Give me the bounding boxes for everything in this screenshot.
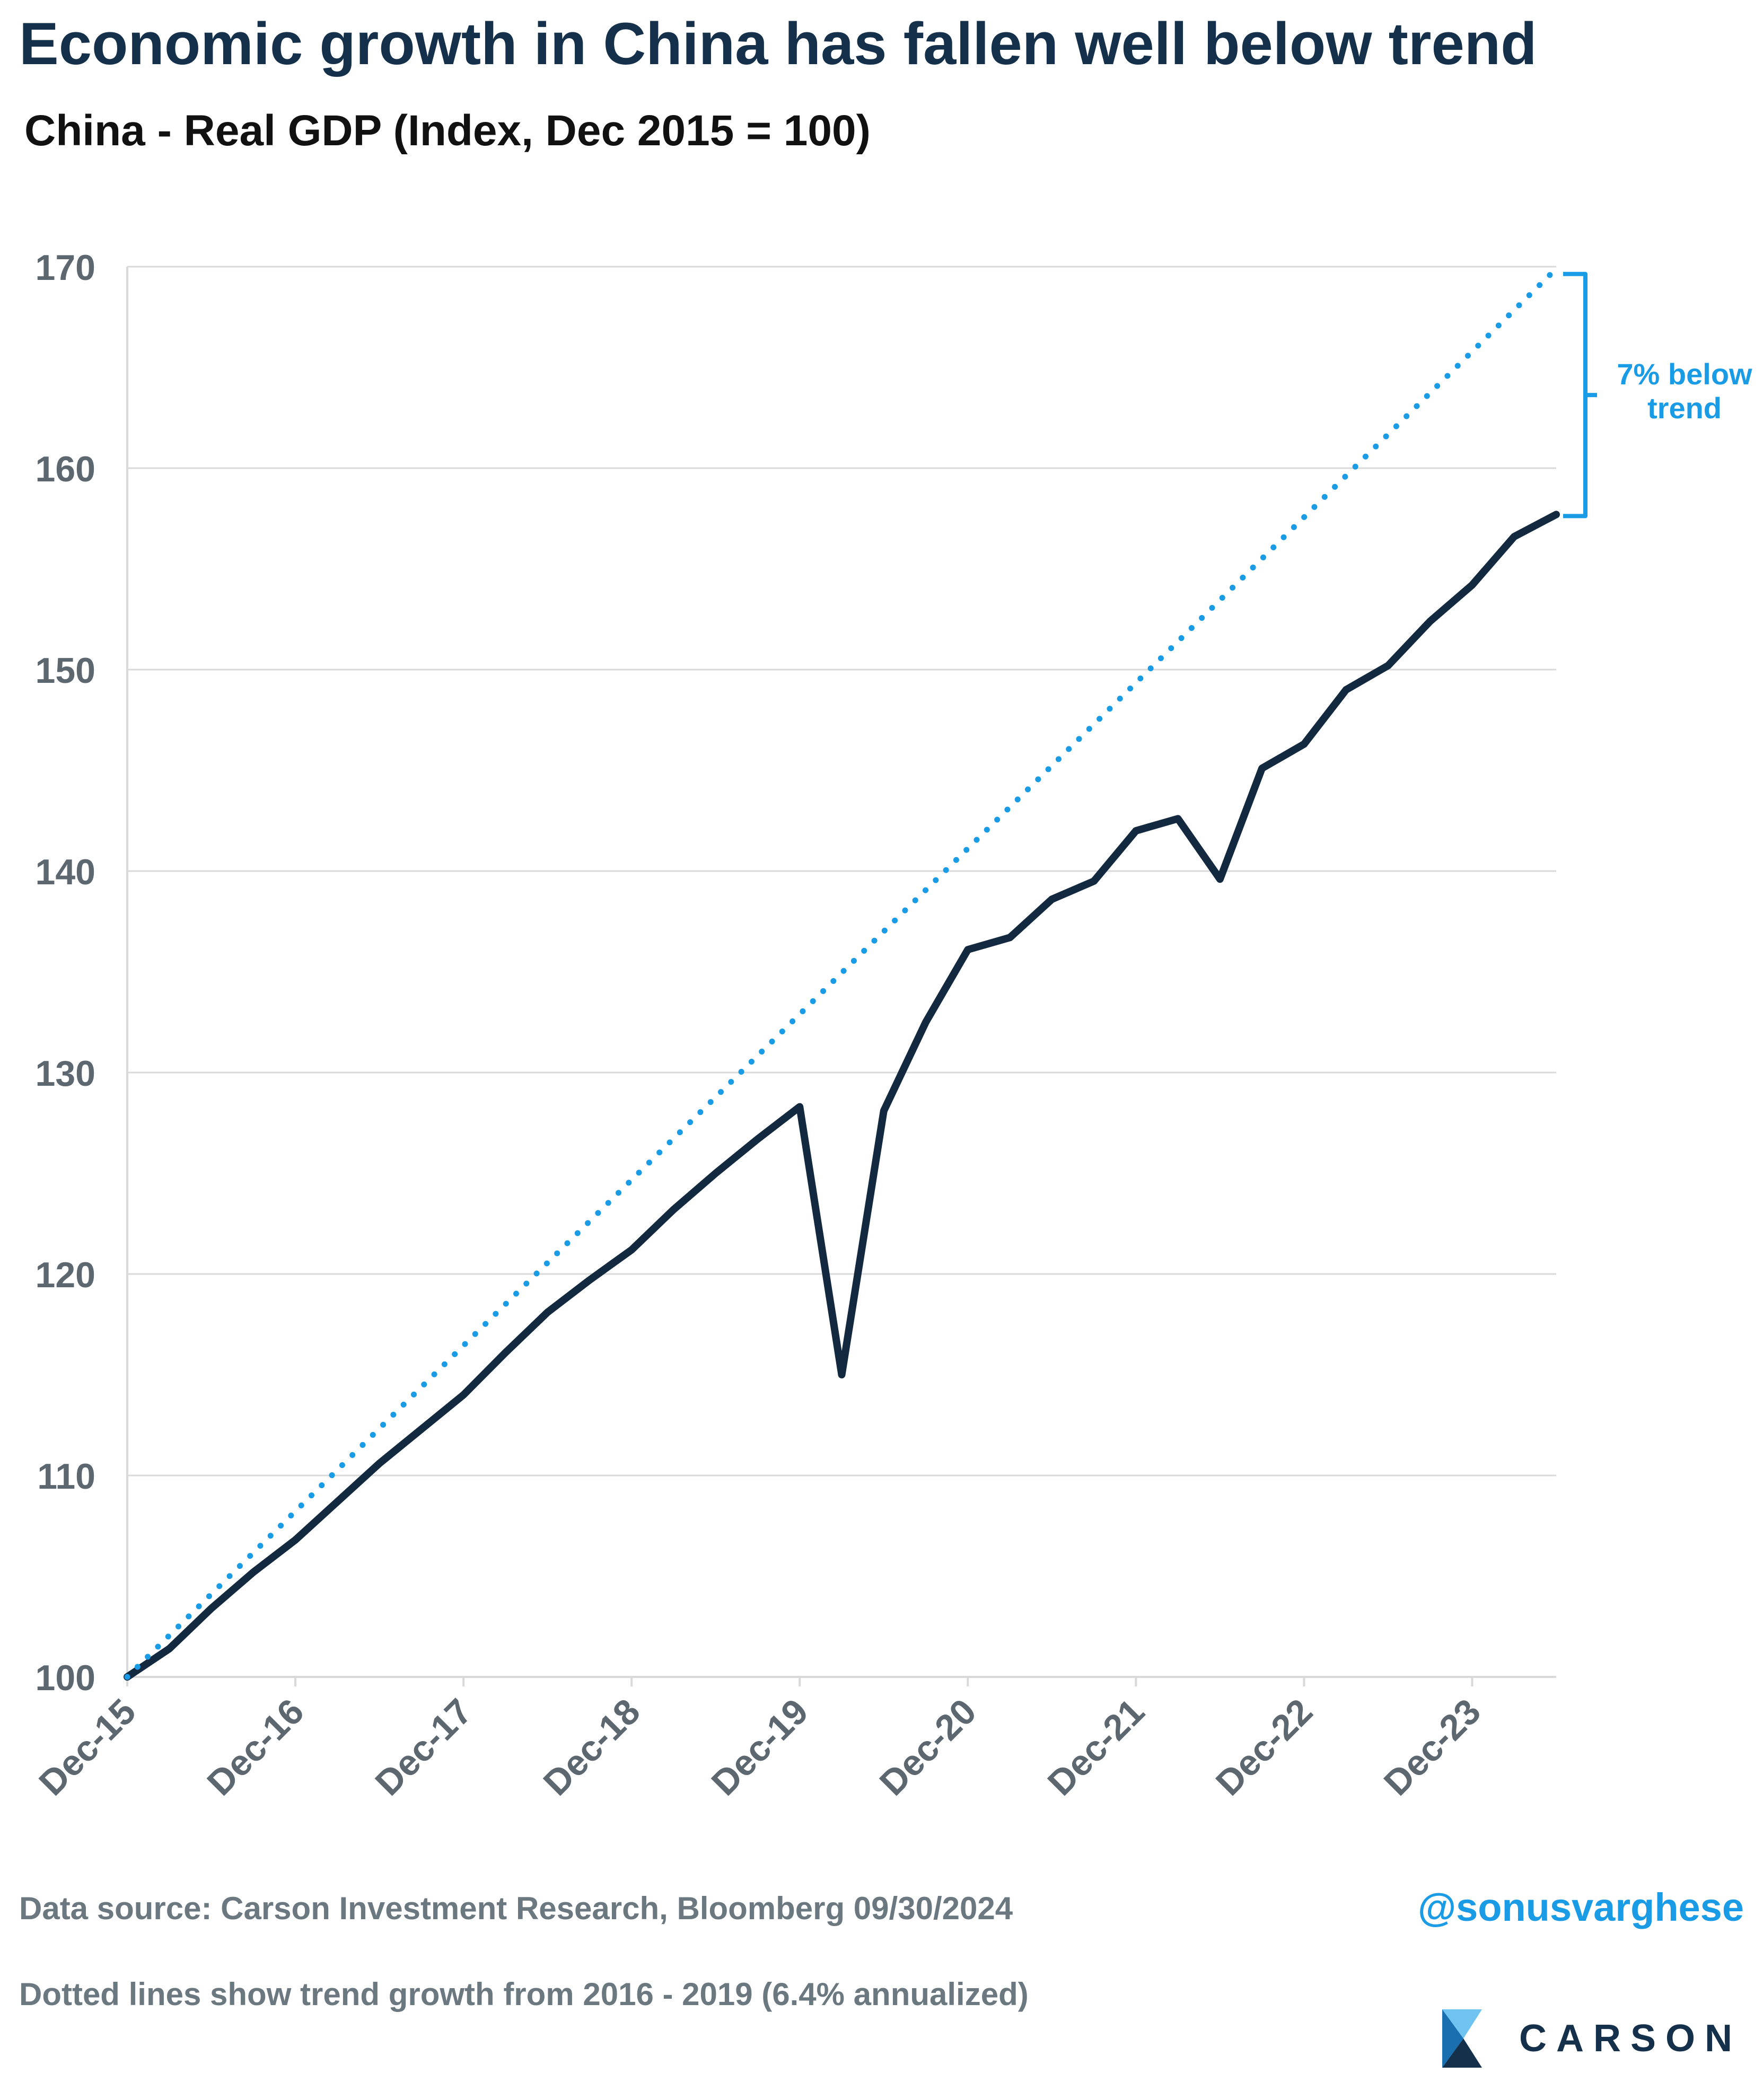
x-tick-label-2: Dec-17 xyxy=(367,1691,479,1803)
trend-gap-bracket xyxy=(1563,271,1597,519)
data-source-note: Data source: Carson Investment Research,… xyxy=(19,1891,1013,1926)
author-handle[interactable]: @sonusvarghese xyxy=(1417,1885,1744,1929)
x-tick-label-3: Dec-18 xyxy=(536,1691,647,1803)
x-tick-label-7: Dec-22 xyxy=(1208,1691,1320,1803)
line-chart: 100 110 120 130 140 150 160 170 Dec-15 Dec-16 Dec-… xyxy=(31,248,1752,1803)
x-tick-label-5: Dec-20 xyxy=(872,1691,984,1803)
carson-logo: CARSON xyxy=(1432,1999,1744,2078)
x-tick-label-1: Dec-16 xyxy=(199,1691,311,1803)
gdp-line-series xyxy=(124,511,1560,1681)
y-tick-label-140: 140 xyxy=(36,852,95,892)
gridlines xyxy=(127,266,1556,1477)
carson-wordmark: CARSON xyxy=(1519,2017,1742,2060)
y-tick-label-170: 170 xyxy=(36,248,95,288)
x-tick-label-0: Dec-15 xyxy=(31,1691,143,1803)
y-tick-label-120: 120 xyxy=(36,1255,95,1295)
chart-subtitle: China - Real GDP (Index, Dec 2015 = 100) xyxy=(24,107,871,155)
annotation-label-line-0: 7% below xyxy=(1617,357,1752,391)
y-tick-label-100: 100 xyxy=(36,1658,95,1698)
x-tick-label-4: Dec-19 xyxy=(704,1691,815,1803)
y-tick-label-160: 160 xyxy=(36,449,95,489)
carson-logo-icon xyxy=(1442,2009,1482,2068)
trend-line-series xyxy=(124,266,1559,1680)
y-tick-label-110: 110 xyxy=(37,1456,95,1497)
trend-note: Dotted lines show trend growth from 2016… xyxy=(19,1976,1029,2012)
annotation-label-line-1: trend xyxy=(1647,391,1722,425)
y-tick-label-130: 130 xyxy=(36,1053,95,1094)
y-tick-label-150: 150 xyxy=(36,651,95,691)
x-tick-label-8: Dec-23 xyxy=(1376,1691,1488,1803)
x-tick-label-6: Dec-21 xyxy=(1040,1691,1152,1803)
series xyxy=(124,266,1560,1681)
page-title: Economic growth in China has fallen well… xyxy=(19,11,1537,77)
